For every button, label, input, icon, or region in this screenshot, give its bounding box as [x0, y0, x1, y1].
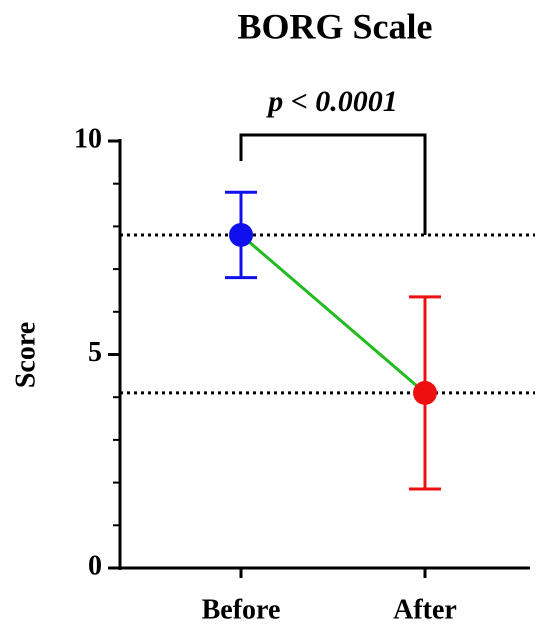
x-tick-label: After [393, 594, 457, 625]
data-point [229, 222, 253, 247]
y-tick-label: 10 [74, 123, 102, 154]
connecting-line [240, 233, 426, 395]
y-axis-label: Score [10, 322, 41, 388]
annotation: p < 0.0001 [265, 85, 398, 118]
x-tick-label: Before [202, 594, 281, 625]
y-tick-label: 0 [88, 550, 102, 581]
y-tick-label: 5 [88, 337, 102, 368]
data-point [413, 380, 437, 405]
significance-bracket [239, 133, 427, 235]
chart-title: BORG Scale [238, 6, 433, 46]
